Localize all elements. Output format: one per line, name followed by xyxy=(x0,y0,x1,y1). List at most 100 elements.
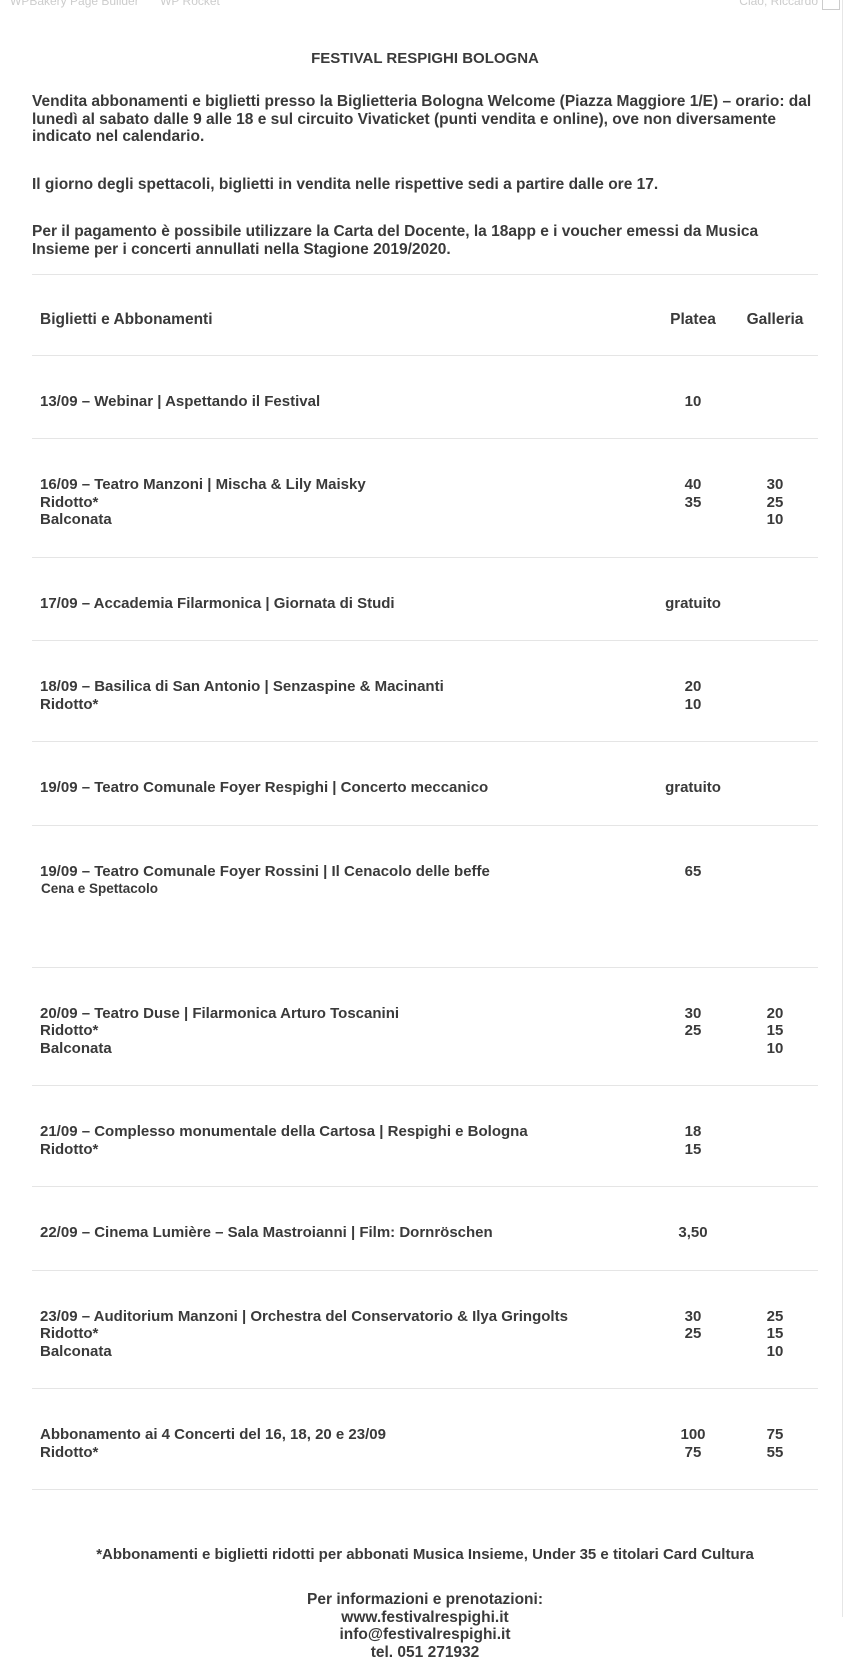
event-label: 13/09 – Webinar | Aspettando il Festival xyxy=(40,393,320,411)
row-line: 16/09 – Teatro Manzoni | Mischa & Lily M… xyxy=(32,476,818,494)
intro-paragraph: Per il pagamento è possibile utilizzare … xyxy=(32,223,818,258)
event-label: Balconata xyxy=(40,1040,112,1058)
intro-paragraph: Il giorno degli spettacoli, biglietti in… xyxy=(32,176,818,194)
page: WPBakery Page Builder WP Rocket Ciao, Ri… xyxy=(0,0,850,1617)
price-galleria: 20 xyxy=(735,1005,815,1023)
table-row: 13/09 – Webinar | Aspettando il Festival… xyxy=(32,356,818,440)
row-line: 17/09 – Accademia Filarmonica | Giornata… xyxy=(32,595,818,613)
event-label: 19/09 – Teatro Comunale Foyer Rossini | … xyxy=(40,863,490,881)
admin-user[interactable]: Ciao, Riccardo xyxy=(739,0,818,8)
row-line: 19/09 – Teatro Comunale Foyer Respighi |… xyxy=(32,779,818,797)
price-platea: 15 xyxy=(653,1141,733,1159)
price-galleria: 10 xyxy=(735,1040,815,1058)
event-label: 16/09 – Teatro Manzoni | Mischa & Lily M… xyxy=(40,476,366,494)
row-line: Balconata 10 xyxy=(32,1343,818,1361)
event-label: Ridotto* xyxy=(40,696,98,714)
table-row: 23/09 – Auditorium Manzoni | Orchestra d… xyxy=(32,1271,818,1390)
row-line: Ridotto* 10 xyxy=(32,696,818,714)
row-line: 13/09 – Webinar | Aspettando il Festival… xyxy=(32,393,818,411)
event-label: 17/09 – Accademia Filarmonica | Giornata… xyxy=(40,595,395,613)
contact-link[interactable]: info@festivalrespighi.it xyxy=(32,1626,818,1644)
row-line: 19/09 – Teatro Comunale Foyer Rossini | … xyxy=(32,863,818,881)
price-galleria: 15 xyxy=(735,1325,815,1343)
price-platea: 65 xyxy=(653,863,733,881)
price-platea: 40 xyxy=(653,476,733,494)
admin-bar: WPBakery Page Builder WP Rocket Ciao, Ri… xyxy=(0,0,850,10)
intro: Vendita abbonamenti e biglietti presso l… xyxy=(32,93,818,258)
price-galleria: 25 xyxy=(735,494,815,512)
price-galleria: 55 xyxy=(735,1444,815,1462)
event-label: 21/09 – Complesso monumentale della Cart… xyxy=(40,1123,528,1141)
table-row: 18/09 – Basilica di San Antonio | Senzas… xyxy=(32,641,818,742)
contact-line: tel. 051 271932 xyxy=(32,1644,818,1661)
row-line: 22/09 – Cinema Lumière – Sala Mastroiann… xyxy=(32,1224,818,1242)
table-row: Abbonamento ai 4 Concerti del 16, 18, 20… xyxy=(32,1389,818,1490)
table-row: 20/09 – Teatro Duse | Filarmonica Arturo… xyxy=(32,968,818,1087)
table-row: 17/09 – Accademia Filarmonica | Giornata… xyxy=(32,558,818,642)
event-label: Ridotto* xyxy=(40,1325,98,1343)
event-label: 18/09 – Basilica di San Antonio | Senzas… xyxy=(40,678,444,696)
price-platea: 20 xyxy=(653,678,733,696)
price-galleria: 30 xyxy=(735,476,815,494)
table-header: Biglietti e Abbonamenti Platea Galleria xyxy=(32,275,818,356)
footnote: *Abbonamenti e biglietti ridotti per abb… xyxy=(32,1546,818,1563)
admin-left: WPBakery Page Builder WP Rocket xyxy=(10,0,238,8)
event-label: Balconata xyxy=(40,511,112,529)
contact-link[interactable]: www.festivalrespighi.it xyxy=(32,1609,818,1627)
price-platea: 25 xyxy=(653,1325,733,1343)
price-galleria: 15 xyxy=(735,1022,815,1040)
intro-paragraph: Vendita abbonamenti e biglietti presso l… xyxy=(32,93,818,146)
event-label: Balconata xyxy=(40,1343,112,1361)
event-label: 19/09 – Teatro Comunale Foyer Respighi |… xyxy=(40,779,488,797)
price-galleria: 75 xyxy=(735,1426,815,1444)
row-line: Ridotto* 15 xyxy=(32,1141,818,1159)
price-platea: 10 xyxy=(653,393,733,411)
title: FESTIVAL RESPIGHI BOLOGNA xyxy=(32,48,818,70)
price-table: Biglietti e Abbonamenti Platea Galleria … xyxy=(32,274,818,1490)
table-row: 19/09 – Teatro Comunale Foyer Rossini | … xyxy=(32,826,818,968)
table-row: 19/09 – Teatro Comunale Foyer Respighi |… xyxy=(32,742,818,826)
row-line: 21/09 – Complesso monumentale della Cart… xyxy=(32,1123,818,1141)
event-label: Ridotto* xyxy=(40,1022,98,1040)
content: FESTIVAL RESPIGHI BOLOGNA Vendita abbona… xyxy=(32,48,818,1661)
price-platea: 10 xyxy=(653,696,733,714)
header-line: Biglietti e Abbonamenti Platea Galleria xyxy=(32,311,818,329)
admin-link[interactable]: WP Rocket xyxy=(160,0,220,8)
header-cell: Biglietti e Abbonamenti xyxy=(40,311,213,329)
price-platea: 30 xyxy=(653,1308,733,1326)
price-platea: gratuito xyxy=(653,779,733,797)
header-cell: Platea xyxy=(653,311,733,329)
event-label: 20/09 – Teatro Duse | Filarmonica Arturo… xyxy=(40,1005,399,1023)
row-line: Cena e Spettacolo xyxy=(32,880,818,898)
admin-link[interactable]: WPBakery Page Builder xyxy=(10,0,139,8)
event-label: Ridotto* xyxy=(40,1141,98,1159)
price-platea: gratuito xyxy=(653,595,733,613)
avatar[interactable] xyxy=(822,0,840,10)
event-label: Abbonamento ai 4 Concerti del 16, 18, 20… xyxy=(40,1426,386,1444)
page-edge xyxy=(842,0,843,1617)
event-label: 22/09 – Cinema Lumière – Sala Mastroiann… xyxy=(40,1224,493,1242)
event-sublabel: Cena e Spettacolo xyxy=(41,880,158,898)
event-label: 23/09 – Auditorium Manzoni | Orchestra d… xyxy=(40,1308,568,1326)
price-platea: 18 xyxy=(653,1123,733,1141)
price-platea: 35 xyxy=(653,494,733,512)
price-galleria: 10 xyxy=(735,511,815,529)
event-label: Ridotto* xyxy=(40,494,98,512)
price-platea: 30 xyxy=(653,1005,733,1023)
price-platea: 100 xyxy=(653,1426,733,1444)
price-galleria: 25 xyxy=(735,1308,815,1326)
table-row: 22/09 – Cinema Lumière – Sala Mastroiann… xyxy=(32,1187,818,1271)
row-line: 18/09 – Basilica di San Antonio | Senzas… xyxy=(32,678,818,696)
row-line: Abbonamento ai 4 Concerti del 16, 18, 20… xyxy=(32,1426,818,1444)
row-line: Balconata 10 xyxy=(32,511,818,529)
row-line: Balconata 10 xyxy=(32,1040,818,1058)
price-galleria: 10 xyxy=(735,1343,815,1361)
price-platea: 75 xyxy=(653,1444,733,1462)
price-platea: 3,50 xyxy=(653,1224,733,1242)
price-platea: 25 xyxy=(653,1022,733,1040)
contact-line: Per informazioni e prenotazioni: xyxy=(32,1591,818,1609)
